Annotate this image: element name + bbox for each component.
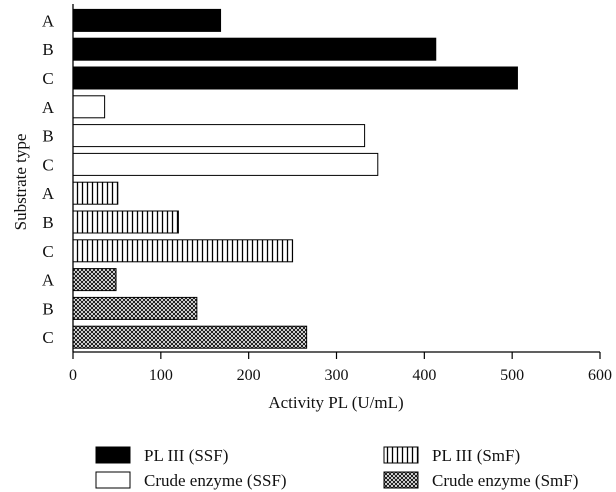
bar-pl-iii-ssf-b — [72, 37, 437, 61]
bar-pl-iii-smf-b — [72, 210, 179, 234]
x-tick-label: 0 — [69, 367, 77, 384]
legend-label-crude-enzyme-smf: Crude enzyme (SmF) — [432, 471, 578, 490]
bar-crude-enzyme-ssf-c — [72, 152, 379, 176]
x-tick-label: 200 — [237, 367, 261, 384]
category-label: A — [42, 271, 55, 290]
x-axis-ticks: 0 100 200 300 400 500 600 — [69, 352, 612, 384]
legend-label-pl-iii-smf: PL III (SmF) — [432, 446, 520, 465]
category-label: C — [42, 155, 53, 174]
bar-crude-enzyme-ssf-b — [72, 124, 366, 148]
category-label: B — [42, 40, 53, 59]
category-label: A — [42, 184, 55, 203]
category-label: A — [42, 98, 55, 117]
legend: PL III (SSF) PL III (SmF) Crude enzyme (SS… — [95, 446, 578, 490]
category-label: B — [42, 127, 53, 146]
x-tick-label: 300 — [325, 367, 349, 384]
bar-crude-enzyme-ssf-a — [72, 95, 106, 119]
bar-crude-enzyme-smf-a — [72, 268, 117, 292]
x-tick-label: 400 — [412, 367, 436, 384]
legend-swatch-pl-iii-ssf — [95, 446, 131, 464]
bar-pl-iii-ssf-a — [72, 8, 222, 32]
category-label: C — [42, 242, 53, 261]
category-label: A — [42, 11, 55, 30]
category-label: C — [42, 69, 53, 88]
category-label: C — [42, 328, 53, 347]
x-tick-label: 600 — [588, 367, 612, 384]
bar-pl-iii-smf-c — [72, 239, 294, 263]
category-label: B — [42, 299, 53, 318]
category-label: B — [42, 213, 53, 232]
bars-group — [72, 8, 518, 349]
legend-label-crude-enzyme-ssf: Crude enzyme (SSF) — [144, 471, 287, 490]
bar-pl-iii-ssf-c — [72, 66, 518, 90]
bar-crude-enzyme-smf-b — [72, 296, 198, 320]
y-axis-title: Substrate type — [11, 134, 30, 231]
legend-swatch-crude-enzyme-ssf — [95, 471, 131, 489]
legend-swatch-crude-enzyme-smf — [383, 471, 419, 489]
x-axis-title: Activity PL (U/mL) — [268, 393, 403, 412]
bar-crude-enzyme-smf-c — [72, 325, 308, 349]
legend-label-pl-iii-ssf: PL III (SSF) — [144, 446, 228, 465]
legend-swatch-pl-iii-smf — [383, 446, 419, 464]
x-tick-label: 500 — [500, 367, 524, 384]
x-tick-label: 100 — [149, 367, 173, 384]
bar-pl-iii-smf-a — [72, 181, 119, 205]
